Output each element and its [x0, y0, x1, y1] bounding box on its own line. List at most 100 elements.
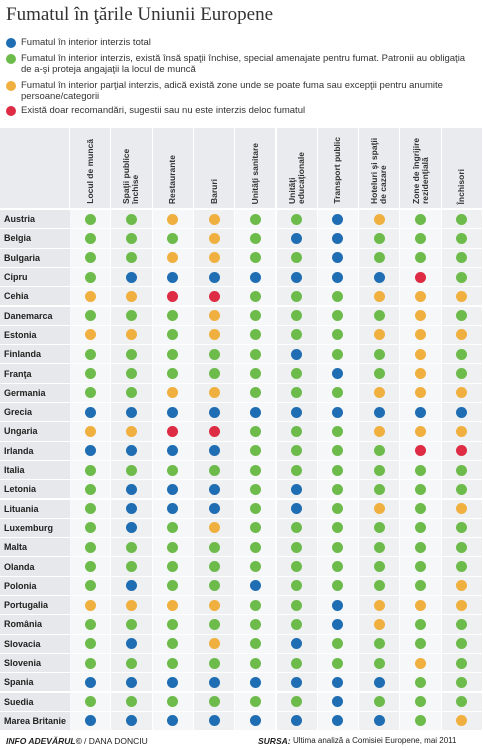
column-label: Închisori: [456, 168, 467, 204]
table-cell: [359, 653, 401, 674]
table-cell: [276, 248, 318, 268]
table-cell: [111, 422, 153, 442]
status-dot: [84, 483, 96, 495]
table-cell: [276, 306, 318, 326]
table-cell: [400, 422, 442, 442]
column-header: Unităţi educaţionale: [276, 128, 318, 208]
status-dot: [167, 387, 179, 399]
status-dot: [415, 561, 427, 573]
table-cell: [70, 711, 112, 732]
status-dot: [249, 483, 261, 495]
status-dot: [125, 561, 137, 573]
table-cell: [111, 673, 153, 693]
status-dot: [415, 618, 427, 630]
status-dot: [167, 445, 179, 457]
table-cell: [70, 557, 112, 577]
status-dot: [415, 290, 427, 302]
table-cell: [235, 499, 277, 519]
status-dot: [373, 271, 385, 283]
table-cell: [276, 364, 318, 384]
country-name: Suedia: [0, 692, 70, 712]
status-dot: [291, 483, 303, 495]
table-cell: [317, 287, 360, 307]
table-cell: [152, 596, 194, 616]
table-cell: [70, 499, 112, 519]
status-dot: [167, 503, 179, 515]
status-dot: [456, 599, 468, 611]
table-cell: [152, 480, 194, 500]
table-cell: [235, 287, 277, 307]
status-dot: [415, 715, 427, 727]
table-cell: [70, 653, 112, 674]
status-dot: [456, 638, 468, 650]
table-cell: [235, 653, 277, 674]
status-dot: [291, 618, 303, 630]
status-dot: [167, 290, 179, 302]
table-cell: [400, 576, 442, 596]
table-cell: [317, 403, 360, 423]
table-cell: [193, 480, 236, 500]
column-label: Unităţi educaţionale: [286, 152, 306, 204]
status-dot: [249, 406, 261, 418]
table-cell: [400, 692, 442, 712]
legend-text: Fumatul în interior interzis, există îns…: [21, 53, 466, 75]
status-dot: [208, 464, 220, 476]
status-dot: [291, 503, 303, 515]
status-dot: [84, 368, 96, 380]
status-dot: [456, 252, 468, 264]
table-cell: [359, 306, 401, 326]
status-dot: [125, 348, 137, 360]
table-cell: [235, 711, 277, 732]
status-dot: [208, 387, 220, 399]
column-label: Locul de muncă: [84, 139, 95, 204]
table-cell: [400, 306, 442, 326]
status-dot: [456, 561, 468, 573]
table-cell: [152, 364, 194, 384]
table-cell: [400, 596, 442, 616]
status-dot: [373, 696, 385, 708]
status-dot: [332, 638, 344, 650]
table-cell: [317, 596, 360, 616]
status-dot: [415, 213, 427, 225]
status-dot: [125, 638, 137, 650]
country-name: Germania: [0, 383, 70, 403]
status-dot: [125, 368, 137, 380]
status-dot: [249, 676, 261, 688]
table-cell: [235, 460, 277, 481]
table-cell: [276, 653, 318, 674]
status-dot: [167, 676, 179, 688]
table-cell: [441, 460, 483, 481]
legend-text: Există doar recomandări, sugestii sau nu…: [21, 105, 306, 116]
table-cell: [235, 673, 277, 693]
table-cell: [193, 653, 236, 674]
status-dot: [332, 561, 344, 573]
status-dot: [373, 445, 385, 457]
status-dot: [125, 618, 137, 630]
table-cell: [111, 653, 153, 674]
table-cell: [400, 538, 442, 558]
table-cell: [276, 229, 318, 249]
table-cell: [235, 383, 277, 403]
table-cell: [359, 364, 401, 384]
table-cell: [152, 210, 194, 230]
table-cell: [152, 383, 194, 403]
legend-item: Există doar recomandări, sugestii sau nu…: [6, 105, 476, 116]
status-dot: [291, 561, 303, 573]
status-dot: [415, 676, 427, 688]
table-cell: [359, 229, 401, 249]
table-cell: [193, 383, 236, 403]
table-cell: [317, 480, 360, 500]
table-cell: [317, 576, 360, 596]
table-cell: [276, 711, 318, 732]
table-cell: [70, 596, 112, 616]
table-cell: [359, 248, 401, 268]
status-dot: [84, 425, 96, 437]
status-dot: [249, 387, 261, 399]
table-cell: [70, 287, 112, 307]
table-cell: [193, 557, 236, 577]
status-dot: [332, 348, 344, 360]
status-dot: [373, 464, 385, 476]
status-dot: [332, 464, 344, 476]
status-dot: [373, 213, 385, 225]
